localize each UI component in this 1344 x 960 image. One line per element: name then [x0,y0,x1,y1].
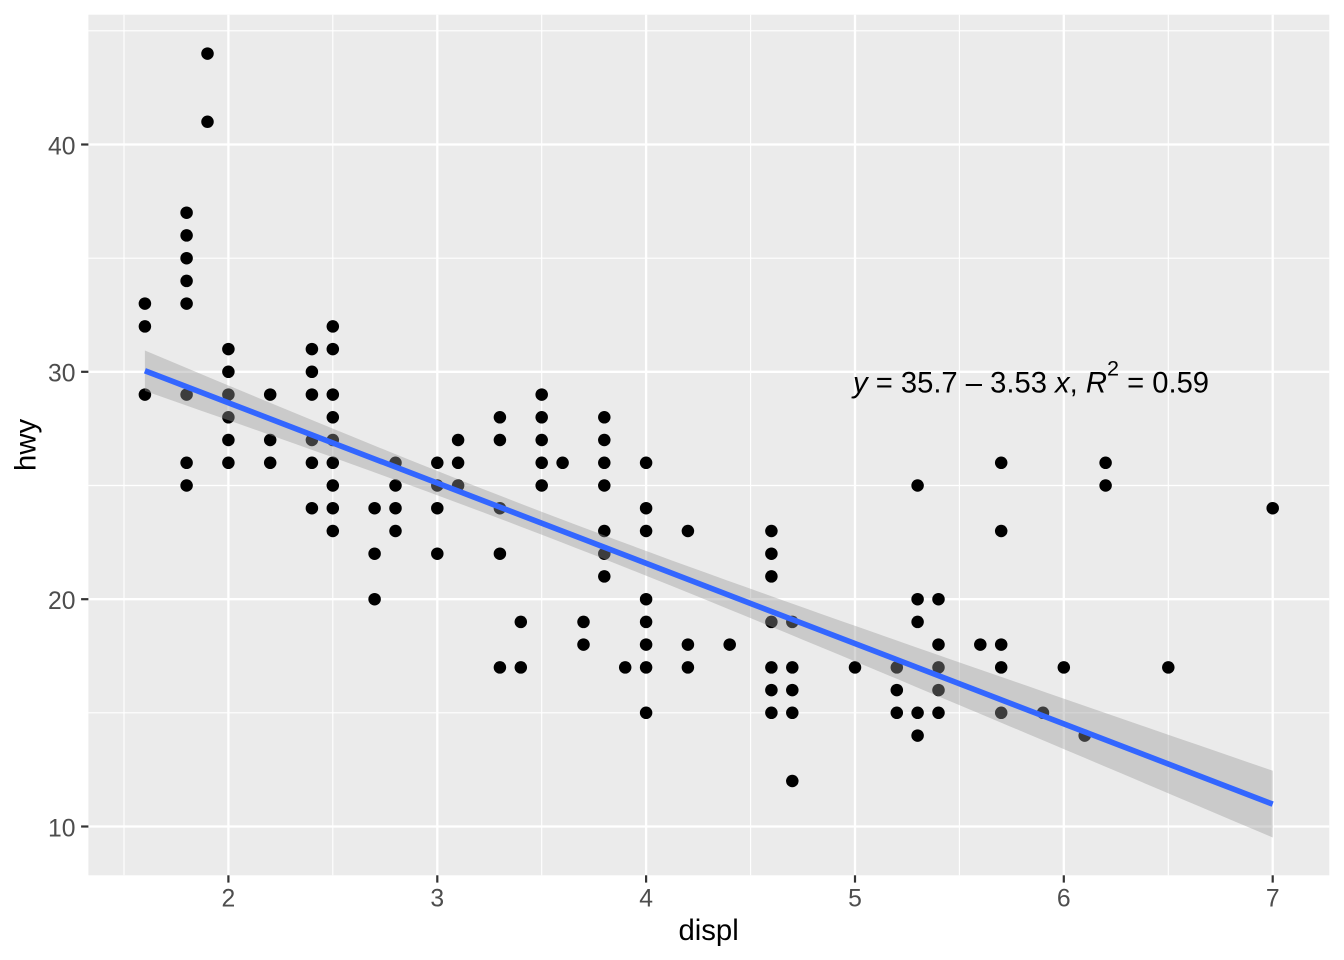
svg-text:40: 40 [48,133,75,160]
svg-text:2: 2 [222,886,236,913]
svg-text:10: 10 [48,815,75,842]
svg-text:6: 6 [1057,886,1071,913]
svg-text:7: 7 [1266,886,1280,913]
svg-text:30: 30 [48,361,75,388]
svg-text:3: 3 [430,886,444,913]
svg-text:displ: displ [678,914,738,947]
svg-text:4: 4 [639,886,653,913]
svg-text:hwy: hwy [9,419,42,471]
svg-text:y = 35.7 – 3.53 x, R2 = 0.59: y = 35.7 – 3.53 x, R2 = 0.59 [851,355,1209,399]
svg-text:20: 20 [48,588,75,615]
svg-text:5: 5 [848,886,862,913]
